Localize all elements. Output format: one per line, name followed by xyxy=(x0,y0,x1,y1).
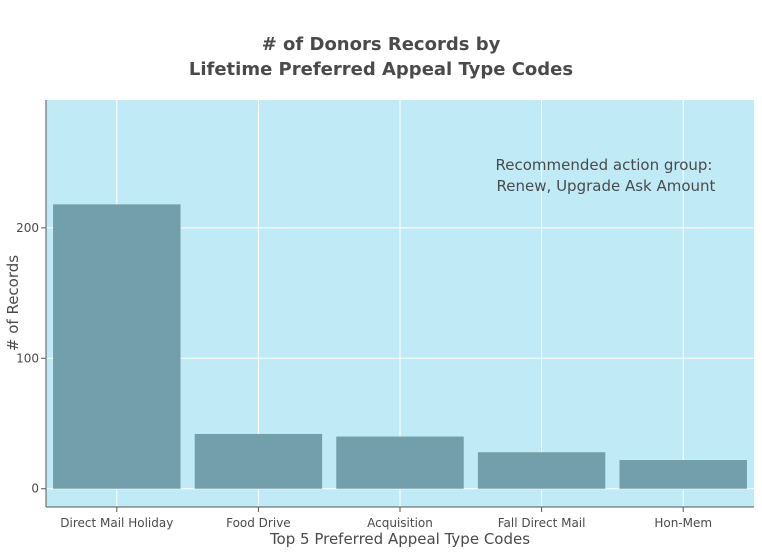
y-tick-label: 0 xyxy=(31,482,39,496)
x-tick-label: Direct Mail Holiday xyxy=(60,516,173,530)
x-tick-label: Fall Direct Mail xyxy=(498,516,586,530)
bars xyxy=(53,204,747,489)
bar-acquisition[interactable] xyxy=(336,436,464,489)
x-tick-label: Acquisition xyxy=(367,516,433,530)
x-axis-title: Top 5 Preferred Appeal Type Codes xyxy=(269,530,530,548)
x-tick-label: Food Drive xyxy=(226,516,291,530)
y-tick-label: 200 xyxy=(16,221,39,235)
y-tick-labels: 0 100 200 xyxy=(16,221,46,496)
annotation-line2: Renew, Upgrade Ask Amount xyxy=(497,177,716,195)
bar-food-drive[interactable] xyxy=(194,433,323,489)
chart-title-line1: # of Donors Records by xyxy=(262,34,501,55)
x-tick-label: Hon-Mem xyxy=(654,516,712,530)
annotation-line1: Recommended action group: xyxy=(496,156,713,174)
x-tick-labels: Direct Mail Holiday Food Drive Acquisition… xyxy=(60,507,712,530)
y-tick-label: 100 xyxy=(16,351,39,365)
chart-title-line2: Lifetime Preferred Appeal Type Codes xyxy=(189,59,573,80)
y-axis-title: # of Records xyxy=(4,255,22,351)
bar-fall-direct-mail[interactable] xyxy=(477,452,606,489)
bar-hon-mem[interactable] xyxy=(619,460,747,489)
bar-direct-mail-holiday[interactable] xyxy=(53,204,181,489)
